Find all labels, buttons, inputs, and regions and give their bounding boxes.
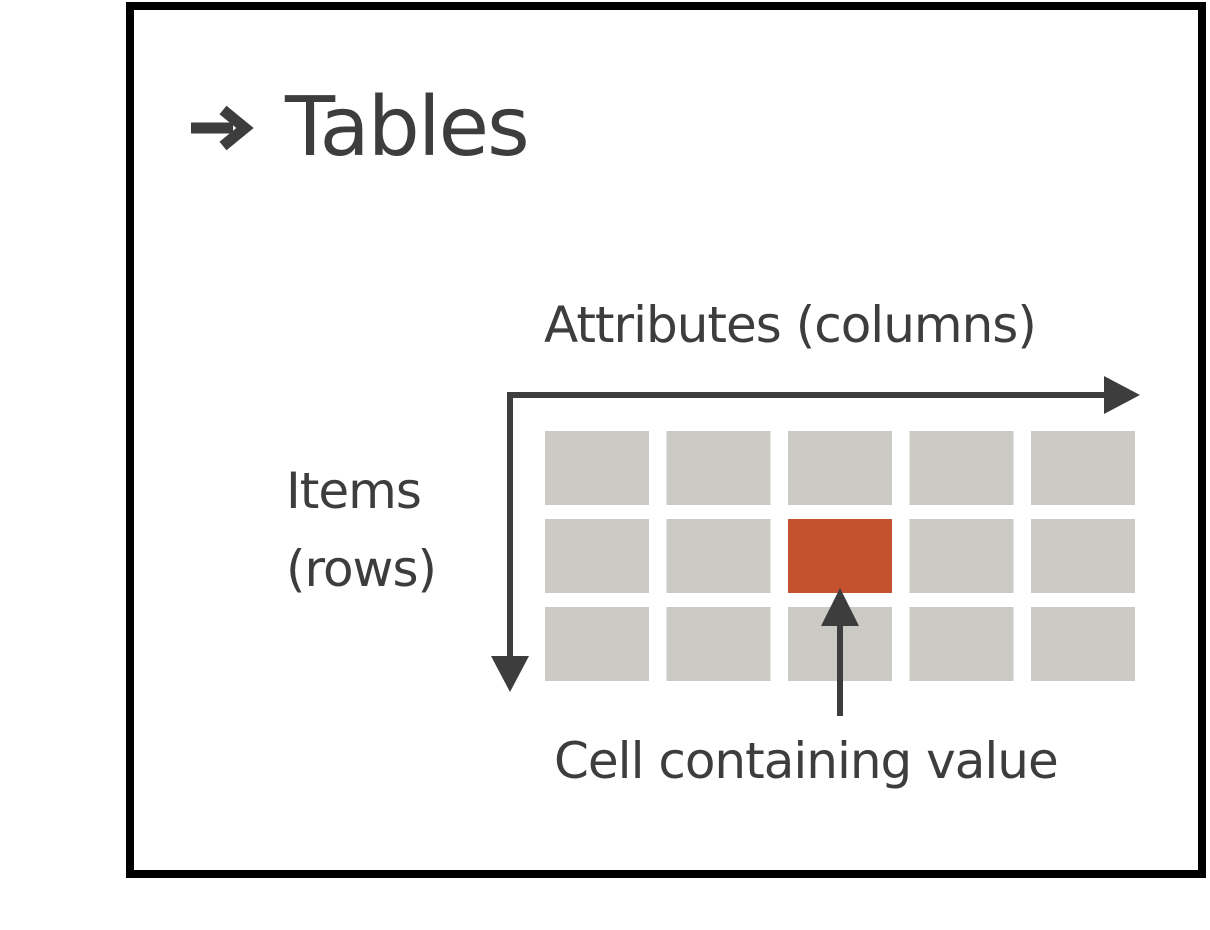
heading: Tables — [185, 78, 530, 178]
highlighted-cell — [788, 519, 892, 593]
columns-label: Attributes (columns) — [544, 296, 1037, 354]
table-cell — [1031, 519, 1135, 593]
cell-pointer-arrowhead — [821, 588, 859, 626]
table-cell — [1031, 431, 1135, 505]
diagram-frame — [126, 2, 1206, 878]
rows-label: Items (rows) — [286, 452, 437, 608]
table-cell — [788, 431, 892, 505]
table-cell — [666, 431, 771, 505]
rows-label-line2: (rows) — [286, 540, 437, 598]
right-arrow-icon — [191, 105, 254, 151]
heading-title: Tables — [285, 80, 530, 175]
table-cell — [545, 431, 649, 505]
table-cell — [545, 607, 649, 681]
table-cell — [1031, 607, 1135, 681]
table-cell — [909, 607, 1014, 681]
table-cell — [666, 519, 771, 593]
rows-arrowhead — [491, 656, 529, 692]
columns-arrowhead — [1104, 376, 1140, 414]
table-cell — [909, 519, 1014, 593]
cell-label: Cell containing value — [554, 732, 1059, 790]
table-cell — [545, 519, 649, 593]
rows-label-line1: Items — [286, 462, 422, 520]
table-cell — [666, 607, 771, 681]
table-cell — [909, 431, 1014, 505]
